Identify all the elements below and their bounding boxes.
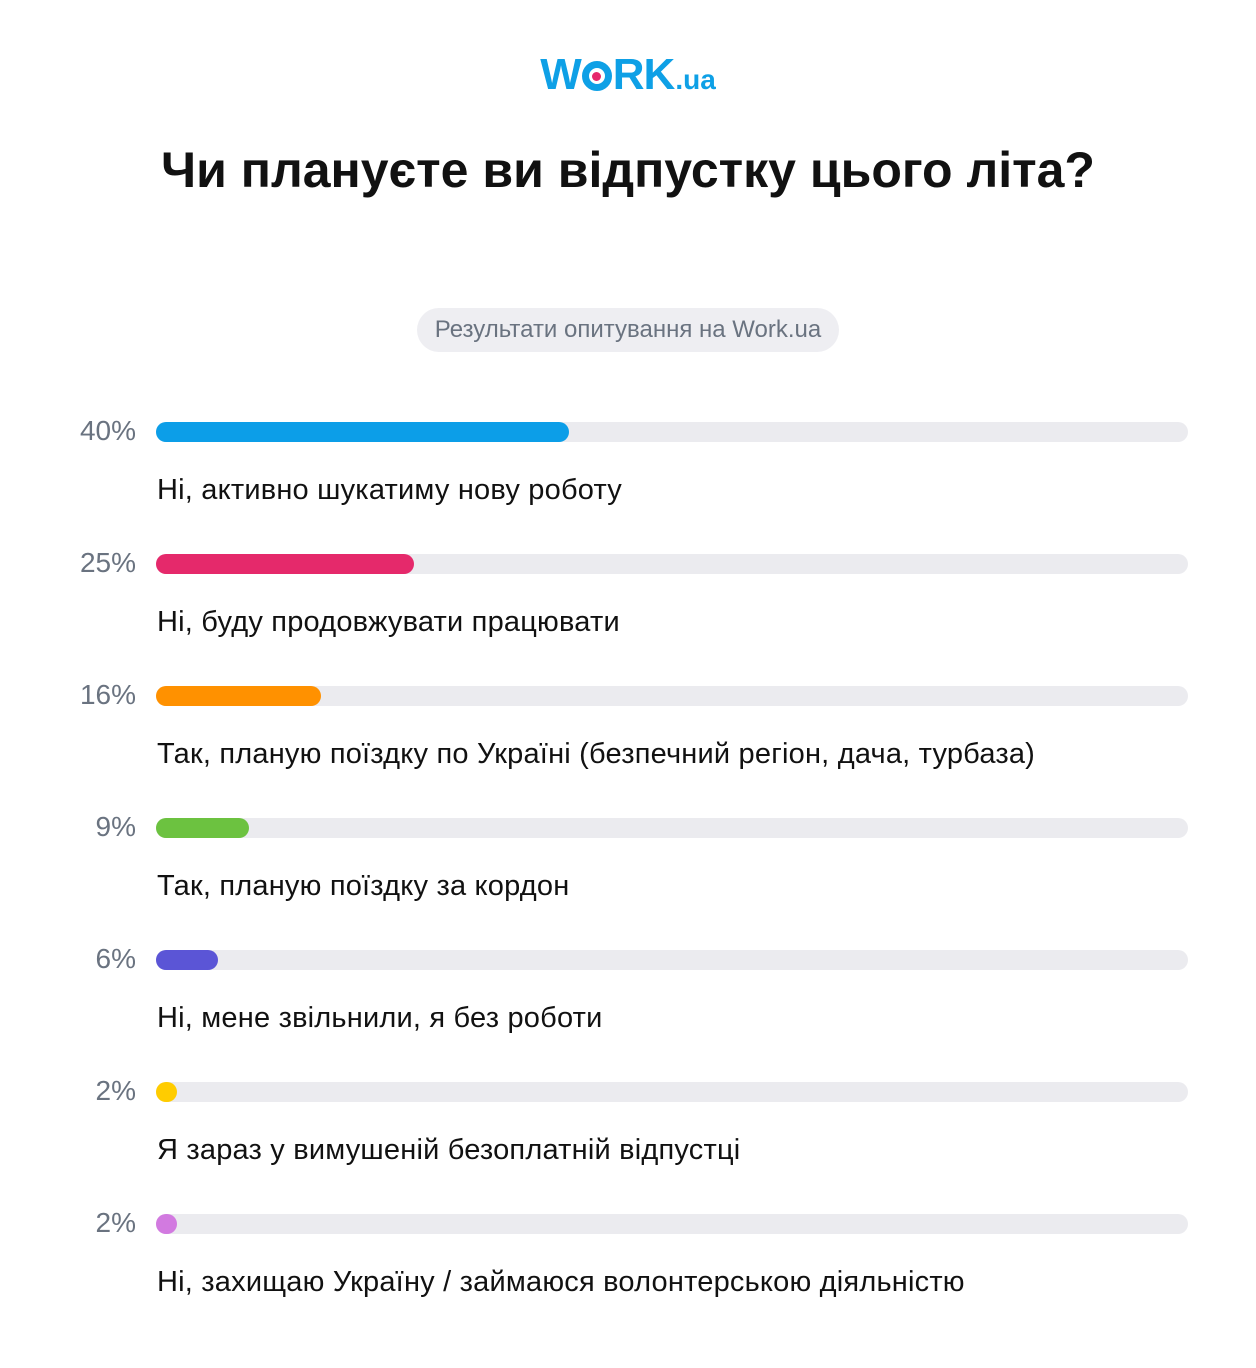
bar-fill bbox=[156, 1082, 177, 1102]
bar-fill bbox=[156, 686, 322, 706]
answer-label: Ні, захищаю Україну / займаюся волонтерс… bbox=[157, 1266, 965, 1298]
survey-source-badge: Результати опитування на Work.ua bbox=[416, 308, 840, 352]
bar-track bbox=[156, 554, 1188, 574]
percent-label: 6% bbox=[95, 943, 136, 974]
bar-track bbox=[156, 686, 1188, 706]
bar-track bbox=[156, 1214, 1188, 1234]
logo-ring-icon bbox=[581, 61, 612, 91]
bar-fill bbox=[156, 554, 414, 574]
poll-row: 9% Так, планую поїздку за кордон bbox=[0, 811, 1256, 946]
poll-row: 25% Ні, буду продовжувати працювати bbox=[0, 547, 1256, 682]
bar-fill bbox=[156, 818, 249, 838]
bar-fill bbox=[156, 950, 218, 970]
work-ua-logo: W RK.ua bbox=[0, 50, 1256, 110]
poll-row: 2% Ні, захищаю Україну / займаюся волонте… bbox=[0, 1207, 1256, 1342]
percent-label: 2% bbox=[95, 1207, 136, 1238]
bar-track bbox=[156, 950, 1188, 970]
percent-label: 40% bbox=[79, 415, 136, 446]
percent-label: 25% bbox=[79, 547, 136, 578]
poll-row: 40% Ні, активно шукатиму нову роботу bbox=[0, 415, 1256, 550]
bar-track bbox=[156, 422, 1188, 442]
percent-label: 16% bbox=[79, 679, 136, 710]
poll-results-chart: 40% Ні, активно шукатиму нову роботу 25% Ні… bbox=[0, 415, 1256, 1342]
answer-label: Так, планую поїздку за кордон bbox=[157, 870, 570, 902]
poll-row: 6% Ні, мене звільнили, я без роботи bbox=[0, 943, 1256, 1078]
poll-row: 2% Я зараз у вимушеній безоплатній відпус… bbox=[0, 1075, 1256, 1210]
logo-wordmark-rest: RK bbox=[612, 50, 676, 99]
answer-label: Так, планую поїздку по Україні (безпечни… bbox=[157, 738, 1035, 770]
logo-wordmark: W RK bbox=[540, 50, 676, 99]
bar-track bbox=[156, 1082, 1188, 1102]
answer-label: Я зараз у вимушеній безоплатній відпустц… bbox=[157, 1134, 741, 1166]
page-title: Чи плануєте ви відпустку цього літа? bbox=[161, 142, 1095, 198]
answer-label: Ні, активно шукатиму нову роботу bbox=[157, 474, 622, 506]
bar-fill bbox=[156, 422, 569, 442]
poll-row: 16% Так, планую поїздку по Україні (безпе… bbox=[0, 679, 1256, 814]
logo-tld: .ua bbox=[675, 64, 716, 95]
answer-label: Ні, мене звільнили, я без роботи bbox=[157, 1002, 603, 1034]
answer-label: Ні, буду продовжувати працювати bbox=[157, 606, 620, 638]
percent-label: 2% bbox=[95, 1075, 136, 1106]
bar-track bbox=[156, 818, 1188, 838]
percent-label: 9% bbox=[95, 811, 136, 842]
bar-fill bbox=[156, 1214, 177, 1234]
